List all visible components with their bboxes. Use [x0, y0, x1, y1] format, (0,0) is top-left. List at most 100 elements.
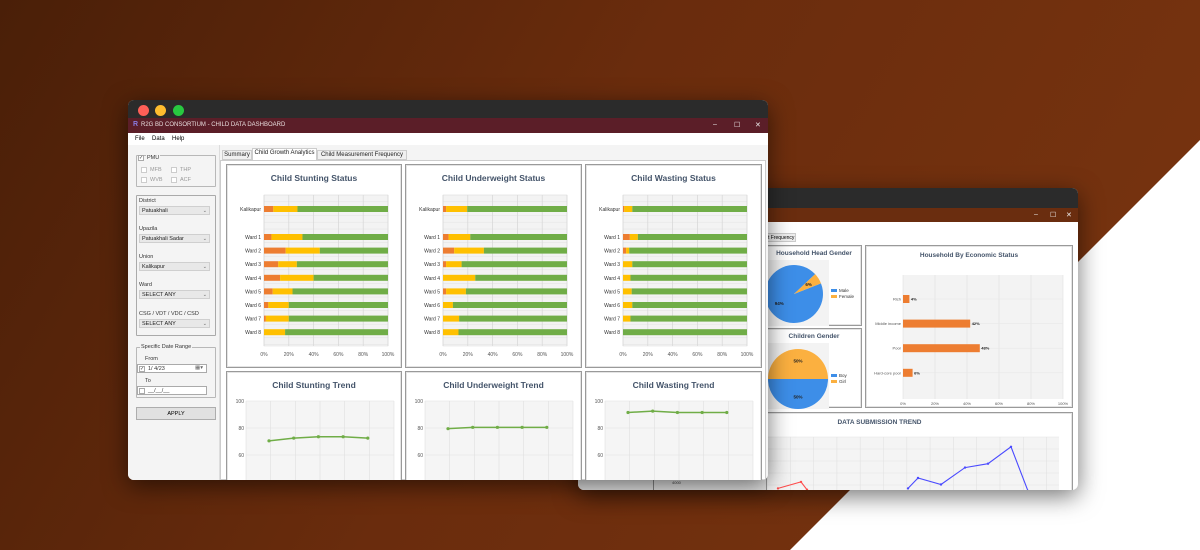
bar-segment	[446, 206, 468, 212]
minimize-button[interactable]: –	[713, 121, 717, 128]
bar-segment	[623, 234, 630, 240]
category-label: Ward 8	[424, 330, 440, 336]
csg-select[interactable]: SELECT ANY ⌄	[139, 319, 210, 328]
pie-slice	[794, 274, 821, 294]
x-tick-label: 100%	[561, 352, 574, 358]
mfb-label: MFB	[150, 167, 162, 173]
menu-file[interactable]: File	[135, 136, 145, 142]
tab-child-growth-analytics[interactable]: Child Growth Analytics	[252, 148, 317, 160]
apply-button[interactable]: APPLY	[136, 407, 216, 420]
bar-segment	[630, 315, 747, 322]
plot-area	[903, 275, 1063, 399]
to-date-value: __/__/__	[148, 388, 170, 394]
bar-segment	[297, 206, 388, 212]
minimize-button[interactable]: –	[1034, 211, 1038, 218]
menu-bar: File Data Help	[128, 133, 768, 145]
category-label: Ward 5	[604, 289, 620, 295]
pie-slice	[768, 379, 828, 409]
category-label: Ward 1	[604, 235, 620, 241]
bar-segment	[443, 315, 460, 322]
slice-label: 94%	[775, 301, 784, 306]
bar-segment	[475, 274, 567, 281]
bar-segment	[454, 247, 484, 254]
to-label: To	[145, 378, 151, 384]
category-label: Poor	[893, 346, 902, 351]
x-tick-label: 0%	[439, 352, 447, 358]
category-label: Ward 3	[604, 262, 620, 268]
bar-segment	[470, 234, 567, 240]
tab-summary[interactable]: Summary	[222, 150, 252, 160]
to-date-checkbox[interactable]	[139, 388, 145, 394]
data-point	[316, 435, 320, 439]
maximize-button[interactable]: ☐	[1050, 212, 1057, 219]
to-date-picker[interactable]: __/__/__	[137, 386, 207, 395]
data-point	[675, 410, 679, 415]
union-value: Kalikapur	[142, 264, 165, 270]
category-label: Ward 4	[245, 276, 261, 282]
menu-help[interactable]: Help	[172, 136, 185, 142]
wvb-checkbox[interactable]	[141, 177, 147, 183]
category-label: Hard-core poor	[874, 370, 902, 375]
district-value: Patuakhali	[142, 208, 168, 214]
plot-area	[263, 194, 389, 347]
category-label: Ward 4	[424, 276, 440, 282]
thp-checkbox[interactable]	[171, 167, 177, 173]
bar-segment	[623, 274, 631, 281]
tab-measurement-frequency[interactable]: t Frequency	[766, 233, 796, 242]
pmu-checkbox[interactable]: ✓	[138, 155, 144, 161]
close-button[interactable]: ✕	[1066, 212, 1072, 219]
x-tick-label: 100%	[741, 352, 754, 358]
bar-segment	[264, 302, 269, 308]
category-label: Ward 2	[604, 249, 620, 255]
ward-select[interactable]: SELECT ANY ⌄	[139, 290, 210, 299]
chart-title: Children Gender	[788, 333, 840, 340]
calendar-dropdown-icon[interactable]: ▦▾	[195, 365, 203, 371]
data-point	[799, 480, 803, 484]
location-filters-group	[136, 195, 216, 336]
category-label: Ward 3	[424, 262, 440, 268]
data-point	[776, 487, 780, 490]
maximize-button[interactable]: ☐	[734, 122, 741, 129]
x-tick-label: 40%	[668, 352, 679, 358]
bar-chart: 0% 20% 40% 60% 80% 100% Rich 4% Middle income 42%…	[874, 275, 1069, 406]
from-date-picker[interactable]: ✓ 1/ 4/23 ▦▾	[137, 364, 207, 373]
zoom-dot[interactable]	[173, 105, 184, 116]
x-tick-label: 60%	[995, 401, 1003, 406]
y-tick-label: 80	[238, 426, 244, 432]
tab-child-measurement-frequency[interactable]: Child Measurement Frequency	[317, 150, 407, 160]
union-label: Union	[139, 254, 154, 260]
bar-segment	[313, 274, 388, 281]
close-dot[interactable]	[138, 105, 149, 116]
bar-segment	[443, 302, 453, 308]
bar-segment	[443, 247, 455, 254]
stacked-bar-chart: 0% 20% 40% 60% 80% 100% Kalikapur Ward 1 Ward 2 W…	[240, 194, 395, 358]
x-tick-label: 80%	[1027, 401, 1035, 406]
menu-data[interactable]: Data	[152, 136, 165, 142]
stunting-trend-panel: Child Stunting Trend 100 80 60 40	[226, 371, 402, 480]
mac-titlebar	[128, 100, 768, 118]
date-range-label: Specific Date Range	[140, 344, 193, 350]
pmu-group: ✓ PMU MFB THP WVB ACF	[136, 155, 216, 187]
acf-checkbox[interactable]	[171, 177, 177, 183]
close-button[interactable]: ✕	[755, 122, 761, 129]
data-point	[725, 410, 729, 415]
district-select[interactable]: Patuakhali ⌄	[139, 206, 210, 215]
upazila-select[interactable]: Patuakhali Sadar ⌄	[139, 234, 210, 243]
data-point	[446, 427, 450, 431]
pmu-label: PMU	[146, 155, 161, 161]
underweight-trend-panel: Child Underweight Trend 100 80 60 40	[405, 371, 582, 480]
bar-segment	[288, 315, 388, 322]
union-select[interactable]: Kalikapur ⌄	[139, 262, 210, 271]
minimize-dot[interactable]	[155, 105, 166, 116]
acf-label: ACF	[180, 177, 191, 183]
x-tick-label: 40%	[488, 352, 499, 358]
mfb-checkbox[interactable]	[141, 167, 147, 173]
bar-segment	[319, 247, 388, 254]
bar-segment	[292, 288, 388, 295]
bar	[903, 344, 980, 353]
category-label: Ward 8	[604, 330, 620, 336]
bar-segment	[264, 288, 273, 295]
from-date-checkbox[interactable]: ✓	[139, 366, 145, 372]
bar-segment	[448, 234, 471, 240]
